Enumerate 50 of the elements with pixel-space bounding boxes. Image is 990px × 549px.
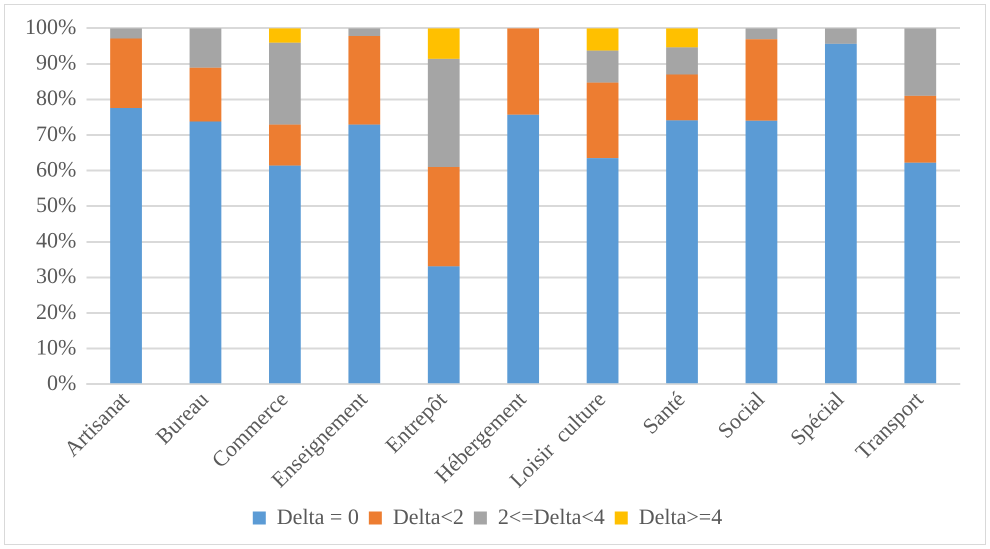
y-tick-label: 40% [36, 228, 76, 253]
bar [666, 120, 698, 384]
y-tick-label: 100% [25, 14, 76, 39]
y-tick-label: 20% [36, 298, 76, 324]
bar [428, 266, 460, 384]
bar [348, 28, 380, 36]
bar [269, 124, 301, 166]
y-tick-label: 10% [36, 334, 76, 360]
bar [269, 166, 301, 384]
bar [348, 124, 380, 384]
bar [666, 28, 698, 48]
bar [904, 162, 936, 384]
bar [428, 58, 460, 168]
legend-label: Delta = 0 [276, 504, 359, 529]
bar [190, 121, 222, 384]
bar [586, 82, 618, 158]
bar [746, 120, 778, 384]
y-tick-label: 80% [36, 85, 76, 110]
bar [190, 28, 222, 68]
bar [507, 28, 540, 115]
bar [110, 108, 142, 384]
y-tick-label: 30% [36, 263, 76, 288]
y-tick-label: 70% [36, 120, 76, 146]
bar [746, 28, 778, 40]
bar [746, 39, 778, 121]
bar [507, 114, 540, 384]
bar [110, 28, 142, 39]
bar [824, 28, 857, 44]
bar [110, 38, 142, 108]
bar [904, 96, 936, 163]
legend-label: Delta>=4 [638, 504, 722, 529]
legend-label: Delta<2 [392, 504, 464, 529]
y-tick-label: 0% [47, 370, 76, 395]
bar [824, 44, 857, 384]
legend-label: 2<=Delta<4 [498, 504, 605, 529]
bar [586, 50, 618, 83]
bar [428, 28, 460, 59]
bar [269, 28, 301, 43]
bar [428, 167, 460, 266]
bar [666, 47, 698, 74]
bar [586, 28, 618, 51]
y-tick-label: 90% [36, 50, 76, 75]
bar [190, 68, 222, 122]
bar [269, 42, 301, 125]
bar [348, 36, 380, 125]
bar [666, 74, 698, 120]
bar [904, 28, 936, 96]
bar [586, 158, 618, 384]
y-tick-label: 60% [36, 156, 76, 182]
y-tick-label: 50% [36, 192, 76, 217]
